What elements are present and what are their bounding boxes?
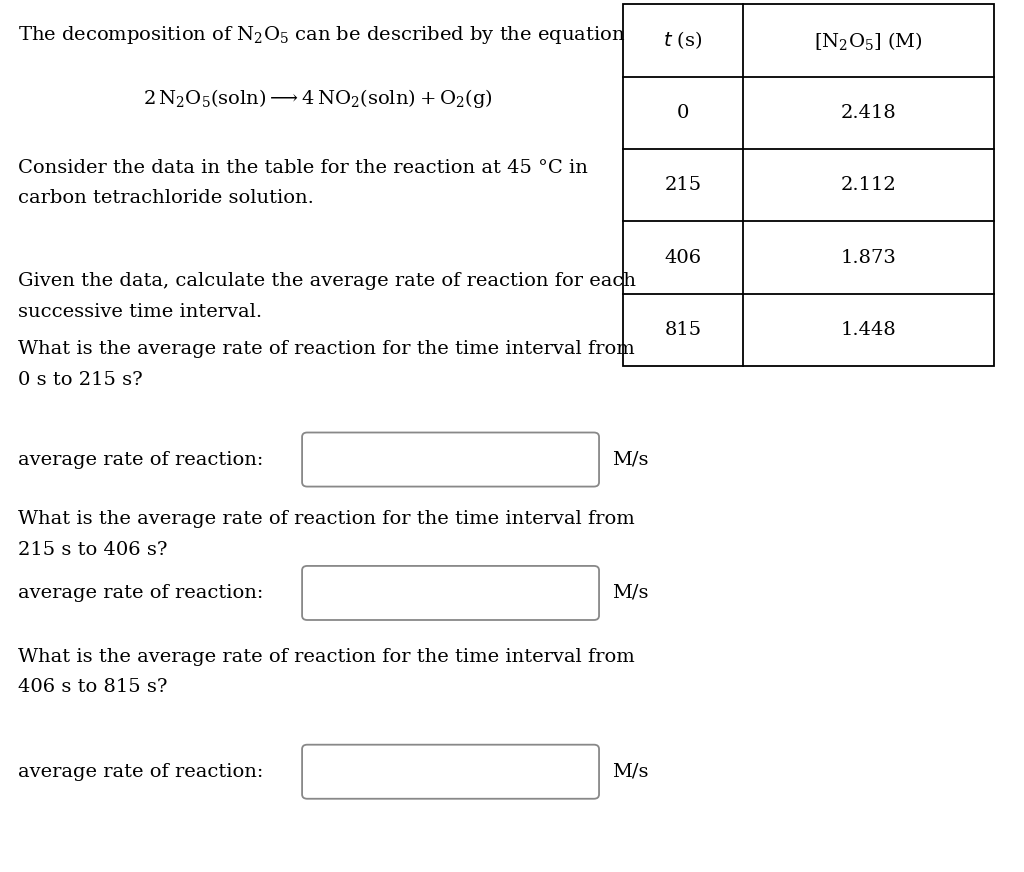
- Text: average rate of reaction:: average rate of reaction:: [18, 451, 264, 468]
- FancyBboxPatch shape: [302, 433, 599, 487]
- Text: 406: 406: [665, 249, 701, 267]
- Text: 815: 815: [665, 321, 701, 339]
- Text: Consider the data in the table for the reaction at 45 °C in: Consider the data in the table for the r…: [18, 159, 589, 177]
- Text: $t$ (s): $t$ (s): [664, 30, 702, 51]
- Text: 0 s to 215 s?: 0 s to 215 s?: [18, 371, 143, 389]
- Text: average rate of reaction:: average rate of reaction:: [18, 584, 264, 602]
- Text: 1.448: 1.448: [841, 321, 897, 339]
- Text: M/s: M/s: [612, 763, 649, 780]
- Text: M/s: M/s: [612, 584, 649, 602]
- Text: The decomposition of $\mathregular{N_2O_5}$ can be described by the equation: The decomposition of $\mathregular{N_2O_…: [18, 24, 626, 46]
- Text: successive time interval.: successive time interval.: [18, 303, 262, 321]
- Text: 215: 215: [665, 176, 701, 194]
- FancyBboxPatch shape: [302, 566, 599, 620]
- Text: 2.112: 2.112: [841, 176, 897, 194]
- Text: average rate of reaction:: average rate of reaction:: [18, 763, 264, 780]
- Text: $\mathregular{[N_2O_5]}$ (M): $\mathregular{[N_2O_5]}$ (M): [814, 30, 924, 51]
- Text: Given the data, calculate the average rate of reaction for each: Given the data, calculate the average ra…: [18, 272, 637, 290]
- Text: 406 s to 815 s?: 406 s to 815 s?: [18, 678, 168, 697]
- Text: $\mathregular{2\,N_2O_5(soln) \longrightarrow 4\,NO_2(soln) + O_2(g)}$: $\mathregular{2\,N_2O_5(soln) \longright…: [143, 87, 494, 110]
- Text: What is the average rate of reaction for the time interval from: What is the average rate of reaction for…: [18, 340, 635, 358]
- Text: 1.873: 1.873: [841, 249, 897, 267]
- Text: What is the average rate of reaction for the time interval from: What is the average rate of reaction for…: [18, 510, 635, 528]
- Text: 215 s to 406 s?: 215 s to 406 s?: [18, 541, 168, 559]
- Text: 2.418: 2.418: [841, 104, 897, 122]
- FancyBboxPatch shape: [623, 4, 994, 366]
- Text: 0: 0: [677, 104, 689, 122]
- FancyBboxPatch shape: [302, 745, 599, 799]
- Text: carbon tetrachloride solution.: carbon tetrachloride solution.: [18, 189, 314, 208]
- Text: What is the average rate of reaction for the time interval from: What is the average rate of reaction for…: [18, 648, 635, 666]
- Text: M/s: M/s: [612, 451, 649, 468]
